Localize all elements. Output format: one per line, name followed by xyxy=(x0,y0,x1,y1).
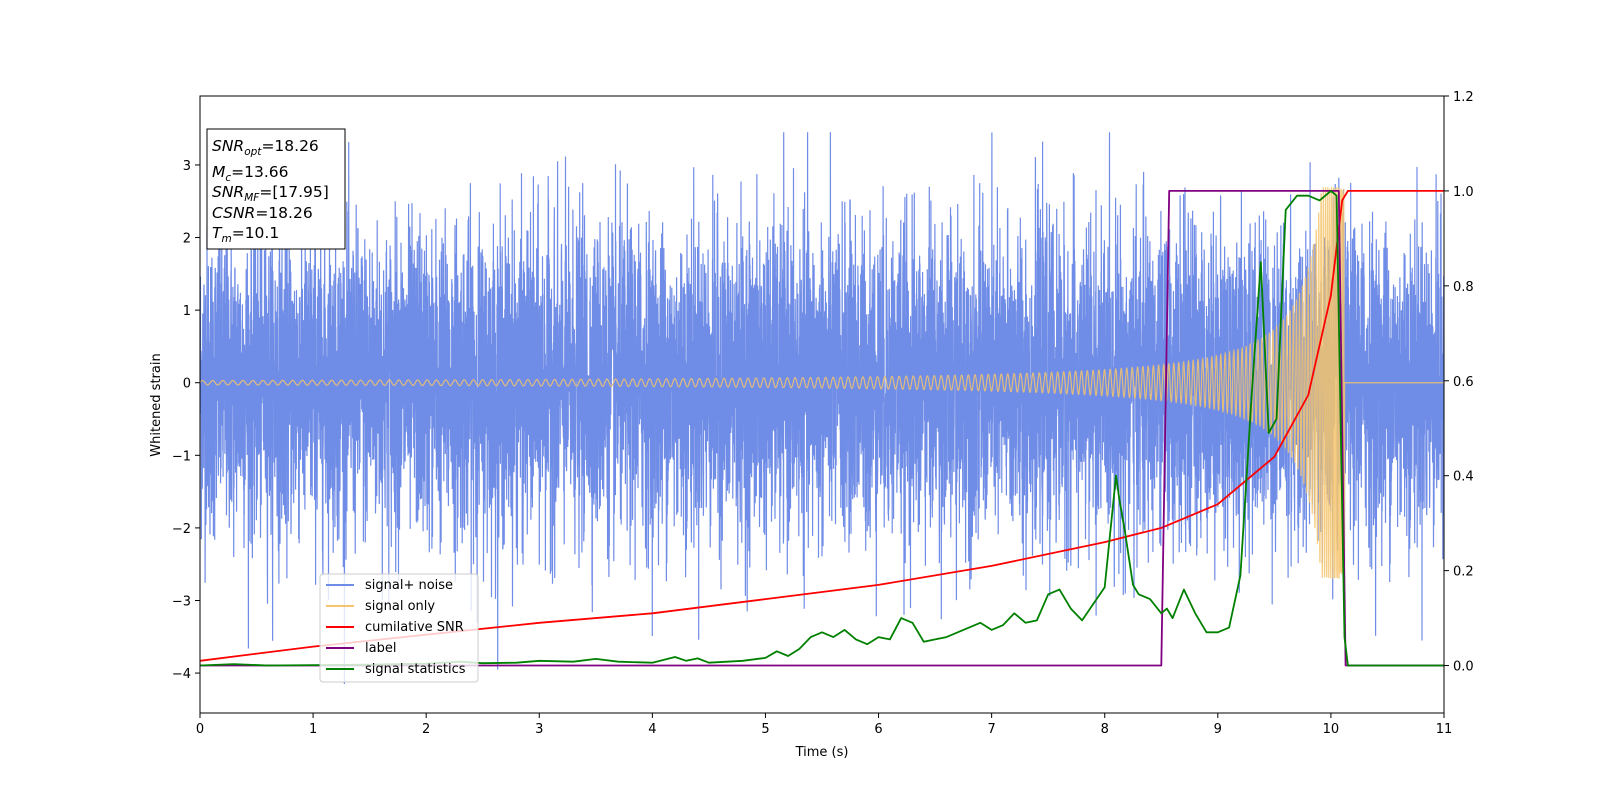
annotation-box: SNRopt=18.26 Mc=13.66 SNRMF=[17.95] CSNR… xyxy=(206,128,346,250)
y-axis-label: Whitened strain xyxy=(149,353,164,456)
y-tick-label: −3 xyxy=(172,594,191,609)
x-tick-label: 3 xyxy=(535,722,543,737)
x-tick-label: 8 xyxy=(1101,722,1109,737)
anno-tm: Tm=10.1 xyxy=(212,224,279,245)
y2-tick-label: 1.2 xyxy=(1453,90,1474,105)
series-cumulative-snr xyxy=(200,190,1444,662)
legend-label-signal-statistics: signal statistics xyxy=(365,662,466,677)
x-tick-label: 6 xyxy=(874,722,882,737)
y2-tick-label: 0.0 xyxy=(1453,660,1474,675)
x-axis-label: Time (s) xyxy=(795,745,849,760)
x-tick-label: 9 xyxy=(1214,722,1222,737)
y-tick-label: 3 xyxy=(183,159,191,174)
x-tick-label: 10 xyxy=(1323,722,1340,737)
x-tick-label: 2 xyxy=(422,722,430,737)
x-tick-label: 0 xyxy=(196,722,204,737)
y2-tick-label: 0.4 xyxy=(1453,470,1474,485)
y2-tick-label: 1.0 xyxy=(1453,185,1474,200)
legend-label-signal-only: signal only xyxy=(365,599,435,614)
anno-snr-opt: SNRopt=18.26 xyxy=(212,137,319,158)
series-signal-noise xyxy=(200,132,1444,685)
y-tick-label: −2 xyxy=(172,522,191,537)
anno-snr-mf: SNRMF=[17.95] xyxy=(212,183,329,204)
x-tick-label: 11 xyxy=(1436,722,1453,737)
plot-frame xyxy=(199,95,1445,714)
y2-tick-label: 0.2 xyxy=(1453,565,1474,580)
legend-label-label: label xyxy=(365,641,396,656)
x-tick-label: 4 xyxy=(648,722,656,737)
x-tick-label: 7 xyxy=(987,722,995,737)
anno-csnr: CSNR=18.26 xyxy=(212,204,313,222)
y-tick-label: 1 xyxy=(183,304,191,319)
legend-frame xyxy=(319,573,479,683)
anno-mc: Mc=13.66 xyxy=(212,163,289,184)
series-signal-only xyxy=(200,186,1444,579)
y2-tick-label: 0.8 xyxy=(1453,280,1474,295)
y-tick-label: 2 xyxy=(183,232,191,247)
annotation-frame xyxy=(206,128,346,250)
y2-tick-label: 0.6 xyxy=(1453,375,1474,390)
data-layer xyxy=(200,132,1444,685)
legend-label-signal-noise: signal+ noise xyxy=(365,578,453,593)
y-tick-label: 0 xyxy=(183,377,191,392)
legend: signal+ noise signal only cumilative SNR… xyxy=(319,573,479,683)
x-tick-label: 5 xyxy=(761,722,769,737)
ticks-layer: 0 1 2 3 4 5 6 7 8 9 10 11 −4 −3 −2 −1 0 1 2 3 0.0 0.2 0.4 0.6 0.… xyxy=(172,90,1474,737)
y-tick-label: −4 xyxy=(172,667,191,682)
y-tick-label: −1 xyxy=(172,449,191,464)
series-signal-statistics xyxy=(200,190,1444,667)
legend-label-cumulative-snr: cumilative SNR xyxy=(365,620,464,635)
x-tick-label: 1 xyxy=(309,722,317,737)
